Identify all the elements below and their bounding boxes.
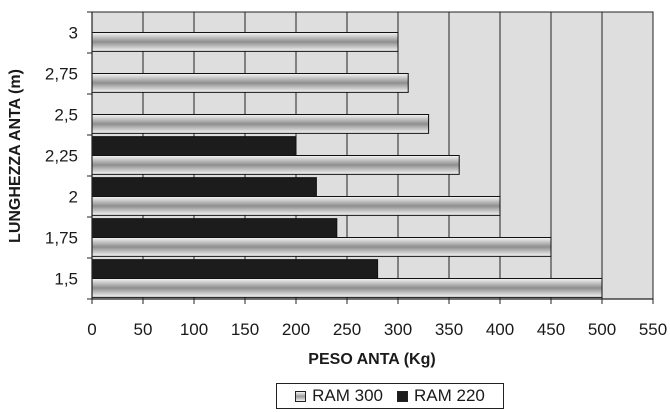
y-tick-label: 2,5 [54,106,78,125]
y-tick-label: 3 [69,24,78,43]
bar-ram300 [91,114,430,134]
y-tick-label: 1,75 [45,229,78,248]
tick-labels: 0 50 100 150 200 250 300 350 400 450 500 550 3 2,75 2,… [45,24,667,340]
bar-ram300 [91,32,399,52]
bar-ram300 [91,196,501,216]
y-tick-label: 2 [69,188,78,207]
legend-swatch-ram300 [295,390,307,402]
x-tick-label: 100 [180,320,208,339]
x-tick-label: 550 [639,320,667,339]
x-tick-label: 500 [588,320,616,339]
x-tick-label: 50 [134,320,153,339]
chart: 0 50 100 150 200 250 300 350 400 450 500 550 3 2,75 2,… [7,11,667,368]
x-axis-title: PESO ANTA (Kg) [308,351,435,368]
y-tick-label: 1,5 [54,270,78,289]
legend-label-ram220: RAM 220 [414,386,485,405]
bar-ram300 [91,237,552,257]
x-tick-label: 0 [87,320,96,339]
legend-item-ram220: RAM 220 [397,386,485,406]
legend: RAM 300 RAM 220 [276,383,504,409]
y-tick-label: 2,75 [45,65,78,84]
bar-ram220 [91,177,317,197]
bar-ram220 [91,136,297,156]
bar-ram300 [91,278,603,298]
x-tick-label: 250 [333,320,361,339]
x-tick-label: 400 [486,320,514,339]
x-tick-label: 150 [231,320,259,339]
bar-ram220 [91,218,338,238]
x-tick-label: 350 [435,320,463,339]
bars [91,32,603,298]
x-tick-label: 300 [384,320,412,339]
legend-swatch-ram220 [397,390,408,402]
legend-item-ram300: RAM 300 [295,386,383,406]
bar-ram220 [91,259,379,280]
bar-ram300 [91,155,460,175]
y-tick-label: 2,25 [45,147,78,166]
y-axis-title: LUNGHEZZA ANTA (m) [7,69,24,243]
legend-label-ram300: RAM 300 [312,386,383,405]
bar-ram300 [91,73,409,93]
x-tick-label: 200 [282,320,310,339]
axes [87,11,654,304]
x-tick-label: 450 [537,320,565,339]
